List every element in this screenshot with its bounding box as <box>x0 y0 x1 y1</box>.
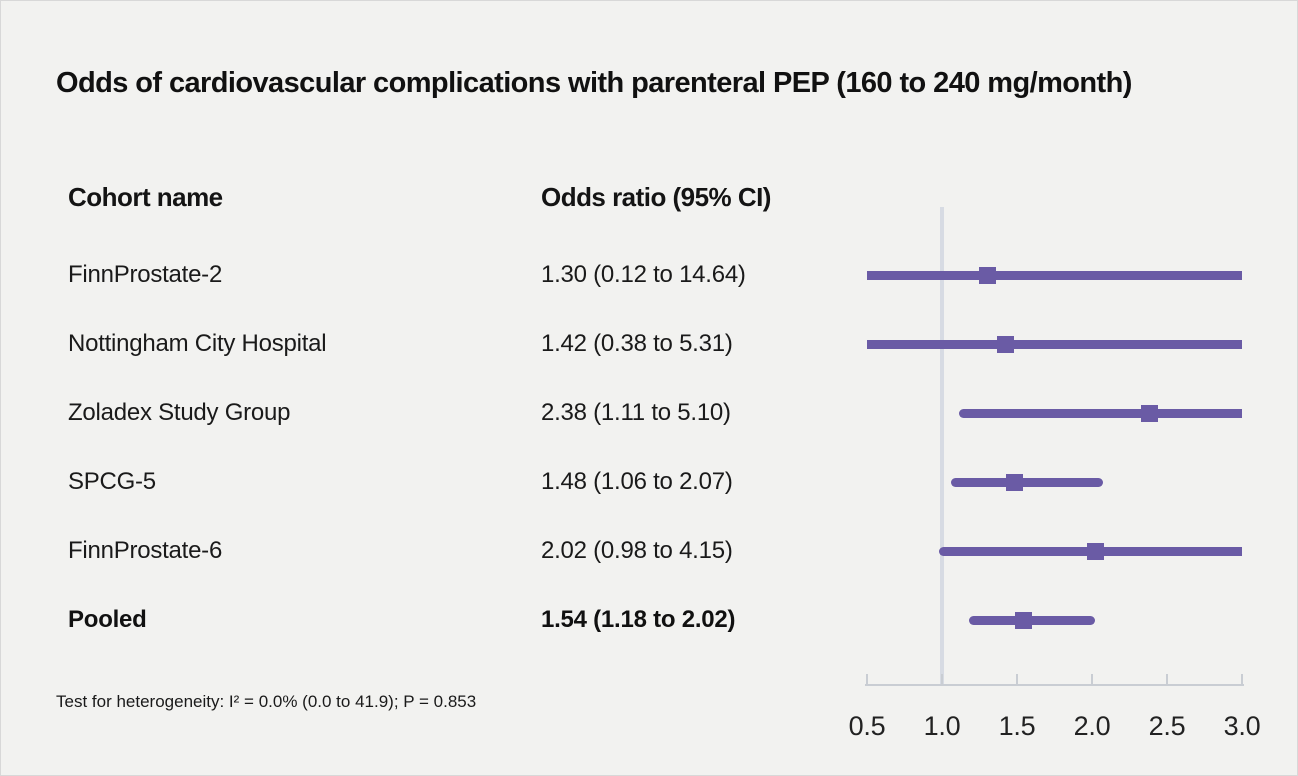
point-estimate-marker <box>1086 542 1104 560</box>
x-axis-tick-label: 0.5 <box>848 711 886 741</box>
confidence-interval-line <box>867 270 1242 280</box>
x-axis-line <box>865 684 1244 686</box>
x-axis-tick-label: 1.0 <box>923 711 961 741</box>
row-cohort-label: Pooled <box>68 606 147 633</box>
confidence-interval-line <box>969 615 1095 625</box>
row-odds-ratio-value: 2.02 (0.98 to 4.15) <box>541 537 733 564</box>
row-cohort-label: Nottingham City Hospital <box>68 330 327 357</box>
x-axis-tick-label: 2.5 <box>1148 711 1186 741</box>
row-cohort-label: FinnProstate-2 <box>68 261 223 288</box>
confidence-interval-line <box>867 339 1242 349</box>
row-odds-ratio-value: 1.54 (1.18 to 2.02) <box>541 606 736 633</box>
confidence-interval-line <box>958 408 1242 418</box>
x-axis-tick <box>1016 674 1018 684</box>
row-cohort-label: Zoladex Study Group <box>68 399 291 426</box>
x-axis-tick <box>866 674 868 684</box>
row-odds-ratio-value: 1.48 (1.06 to 2.07) <box>541 468 733 495</box>
x-axis-tick <box>1241 674 1243 684</box>
point-estimate-marker <box>996 335 1014 353</box>
column-header-odds-ratio: Odds ratio (95% CI) <box>541 182 771 212</box>
row-odds-ratio-value: 2.38 (1.11 to 5.10) <box>541 399 731 426</box>
column-header-cohort-name: Cohort name <box>68 182 223 212</box>
reference-line-1 <box>940 207 944 685</box>
row-cohort-label: FinnProstate-6 <box>68 537 223 564</box>
confidence-interval-line <box>951 477 1103 487</box>
x-axis-tick <box>1166 674 1168 684</box>
point-estimate-marker <box>1014 611 1032 629</box>
point-estimate-marker <box>978 266 996 284</box>
x-axis-tick-label: 3.0 <box>1223 711 1261 741</box>
point-estimate-marker <box>1005 473 1023 491</box>
x-axis-tick <box>941 674 943 684</box>
row-cohort-label: SPCG-5 <box>68 468 156 495</box>
chart-title: Odds of cardiovascular complications wit… <box>56 67 1132 99</box>
point-estimate-marker <box>1140 404 1158 422</box>
row-odds-ratio-value: 1.30 (0.12 to 14.64) <box>541 261 746 288</box>
x-axis-tick <box>1091 674 1093 684</box>
row-odds-ratio-value: 1.42 (0.38 to 5.31) <box>541 330 733 357</box>
x-axis-tick-label: 1.5 <box>998 711 1036 741</box>
heterogeneity-footnote: Test for heterogeneity: I² = 0.0% (0.0 t… <box>56 692 477 711</box>
x-axis-tick-label: 2.0 <box>1073 711 1111 741</box>
